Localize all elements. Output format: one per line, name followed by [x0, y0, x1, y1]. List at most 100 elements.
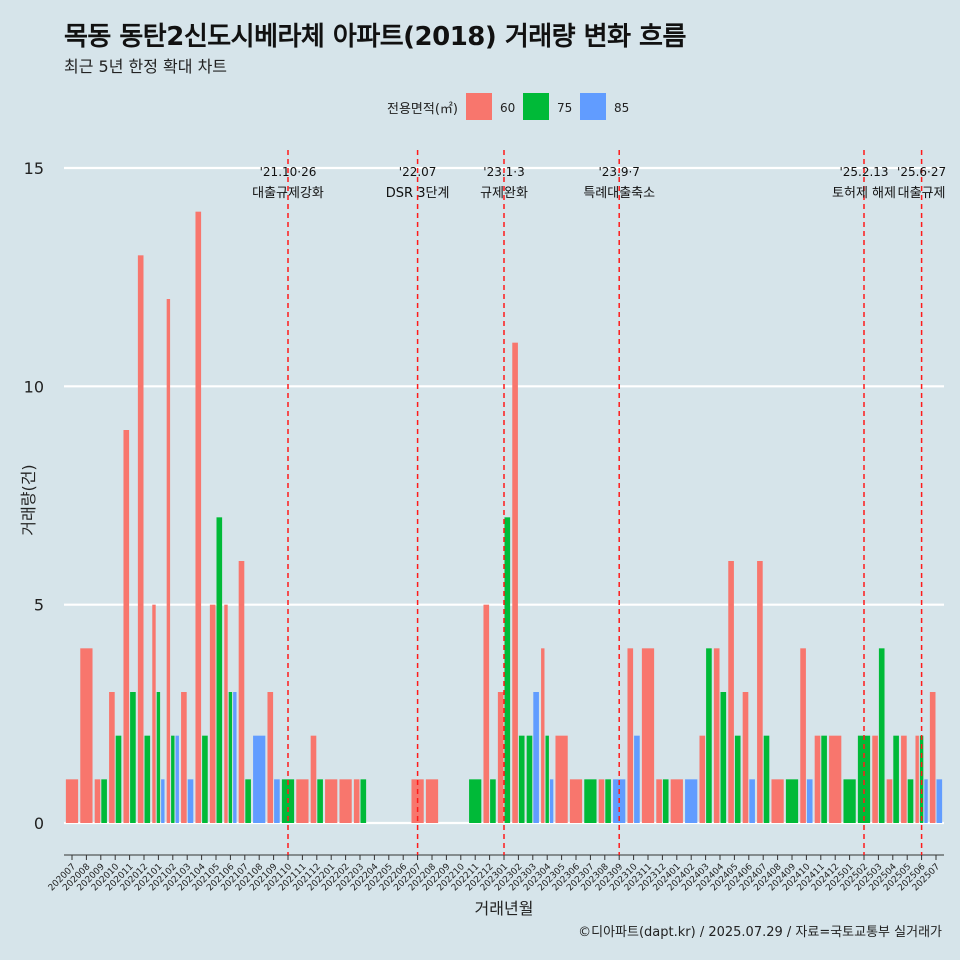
bar-75-202405: [734, 735, 741, 823]
bar-75-202105: [216, 517, 223, 823]
bar-75-202411: [821, 735, 827, 823]
bar-85-202406: [749, 779, 755, 823]
bar-75-202104: [202, 735, 208, 823]
bar-85-202304: [549, 779, 554, 823]
bar-60-202401: [670, 779, 683, 823]
bar-75-202107: [245, 779, 251, 823]
bar-85-202108: [253, 735, 266, 823]
bar-60-202403: [699, 735, 706, 823]
bar-85-202106: [233, 692, 237, 823]
bar-60-202412: [829, 735, 842, 823]
bar-75-202312: [662, 779, 669, 823]
bar-75-202009: [101, 779, 107, 823]
x-axis-title: 거래년월: [475, 899, 534, 918]
y-tick-label: 5: [34, 596, 44, 615]
bar-60-202112: [310, 735, 317, 823]
bar-60-202405: [728, 561, 734, 823]
bar-60-202107: [238, 561, 245, 823]
legend-title: 전용면적(㎡): [387, 102, 458, 117]
bar-85-202109: [274, 779, 280, 823]
legend-swatch-60: [466, 93, 492, 120]
bar-60-202102: [166, 299, 171, 823]
bar-75-202101: [156, 692, 161, 823]
bar-60-202312: [656, 779, 662, 823]
legend-label: 75: [557, 101, 572, 115]
bar-75-202211: [469, 779, 482, 823]
bar-75-202505: [907, 779, 914, 823]
bar-75-202504: [893, 735, 899, 823]
bar-85-202402: [685, 779, 698, 823]
bar-60-202406: [742, 692, 749, 823]
bar-60-202008: [80, 648, 93, 823]
bar-60-202012: [137, 255, 144, 824]
bar-75-202102: [171, 735, 175, 823]
bar-75-202503: [878, 648, 885, 823]
event-label: 규제완화: [480, 186, 528, 201]
bar-85-202103: [187, 779, 194, 823]
bar-85-202506: [924, 779, 928, 823]
bar-60-202407: [757, 561, 763, 823]
bar-75-202506: [919, 735, 924, 823]
bar-60-202304: [541, 648, 545, 823]
event-date: '23.1·3: [483, 165, 524, 179]
bar-85-202410: [806, 779, 813, 823]
legend-label: 85: [614, 101, 629, 115]
y-tick-label: 10: [24, 377, 44, 396]
bar-60-202212: [483, 604, 490, 823]
event-label: 대출규제강화: [252, 186, 324, 201]
y-tick-label: 15: [24, 159, 44, 178]
bar-75-202403: [706, 648, 712, 823]
bar-60-202301: [497, 692, 504, 823]
bar-60-202104: [195, 211, 202, 823]
source-caption: ©디아파트(dapt.kr) / 2025.07.29 / 자료=국토교통부 실…: [578, 925, 942, 940]
bar-60-202010: [109, 692, 115, 823]
bar-75-202303: [526, 735, 533, 823]
bar-60-202503: [872, 735, 878, 823]
bar-75-202404: [720, 692, 727, 823]
event-date: '21.10·26: [260, 165, 317, 179]
bar-75-202304: [545, 735, 549, 823]
bar-60-202305: [555, 735, 568, 823]
bar-75-202407: [763, 735, 770, 823]
bar-60-202201: [325, 779, 338, 823]
bar-75-202012: [144, 735, 151, 823]
bar-60-202101: [152, 604, 156, 823]
legend-label: 60: [500, 101, 515, 115]
bar-60-202105: [209, 604, 216, 823]
bar-60-202410: [800, 648, 806, 823]
bar-85-202101: [161, 779, 165, 823]
event-label: 대출규제: [898, 186, 946, 201]
bar-75-202212: [490, 779, 496, 823]
legend-swatch-85: [580, 93, 606, 120]
bar-60-202404: [713, 648, 720, 823]
bar-75-202106: [228, 692, 233, 823]
bar-60-202103: [181, 692, 187, 823]
bar-60-202310: [627, 648, 634, 823]
bar-60-202202: [339, 779, 352, 823]
bar-60-202009: [94, 779, 101, 823]
event-label: DSR 3단계: [386, 186, 450, 201]
event-date: '22.07: [399, 165, 437, 179]
bar-60-202505: [901, 735, 907, 823]
bar-60-202311: [641, 648, 655, 823]
bar-60-202011: [123, 430, 130, 823]
bar-75-202011: [130, 692, 136, 823]
bar-75-202301: [504, 517, 511, 823]
bar-60-202411: [814, 735, 821, 823]
bar-75-202409: [785, 779, 799, 823]
bar-75-202502: [857, 735, 871, 823]
bar-60-202208: [425, 779, 439, 823]
bar-60-202007: [65, 779, 79, 823]
bar-75-202501: [843, 779, 856, 823]
bar-85-202310: [634, 735, 640, 823]
bar-60-202507: [929, 692, 936, 823]
event-date: '23.9·7: [598, 165, 639, 179]
event-label: 토허제 해제: [832, 186, 896, 201]
chart-title: 목동 동탄2신도시베라체 아파트(2018) 거래량 변화 흐름: [64, 22, 686, 52]
bar-75-202308: [605, 779, 611, 823]
bar-60-202111: [296, 779, 309, 823]
bar-60-202504: [886, 779, 893, 823]
event-date: '25.2.13: [839, 165, 888, 179]
chart-subtitle: 최근 5년 한정 확대 차트: [64, 57, 228, 76]
bar-75-202010: [115, 735, 122, 823]
